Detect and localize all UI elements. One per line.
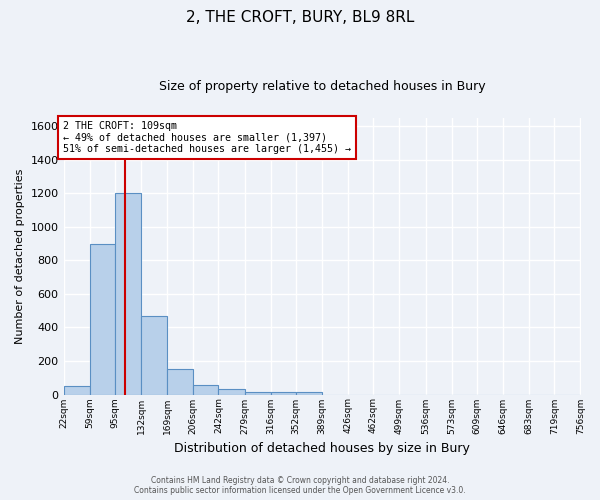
Bar (218, 390, 245, 394)
Bar (271, 392, 296, 394)
Text: 2, THE CROFT, BURY, BL9 8RL: 2, THE CROFT, BURY, BL9 8RL (186, 10, 414, 25)
Y-axis label: Number of detached properties: Number of detached properties (15, 168, 25, 344)
Text: Contains HM Land Registry data © Crown copyright and database right 2024.
Contai: Contains HM Land Registry data © Crown c… (134, 476, 466, 495)
Bar (141, 316, 167, 394)
Bar (64, 386, 89, 394)
Bar (167, 368, 193, 394)
Bar (89, 244, 115, 394)
Bar (115, 194, 141, 394)
X-axis label: Distribution of detached houses by size in Bury: Distribution of detached houses by size … (174, 442, 470, 455)
Bar (245, 392, 271, 394)
Bar (193, 386, 218, 394)
Title: Size of property relative to detached houses in Bury: Size of property relative to detached ho… (159, 80, 485, 93)
Bar (296, 392, 322, 394)
Text: 2 THE CROFT: 109sqm
← 49% of detached houses are smaller (1,397)
51% of semi-det: 2 THE CROFT: 109sqm ← 49% of detached ho… (63, 120, 351, 154)
